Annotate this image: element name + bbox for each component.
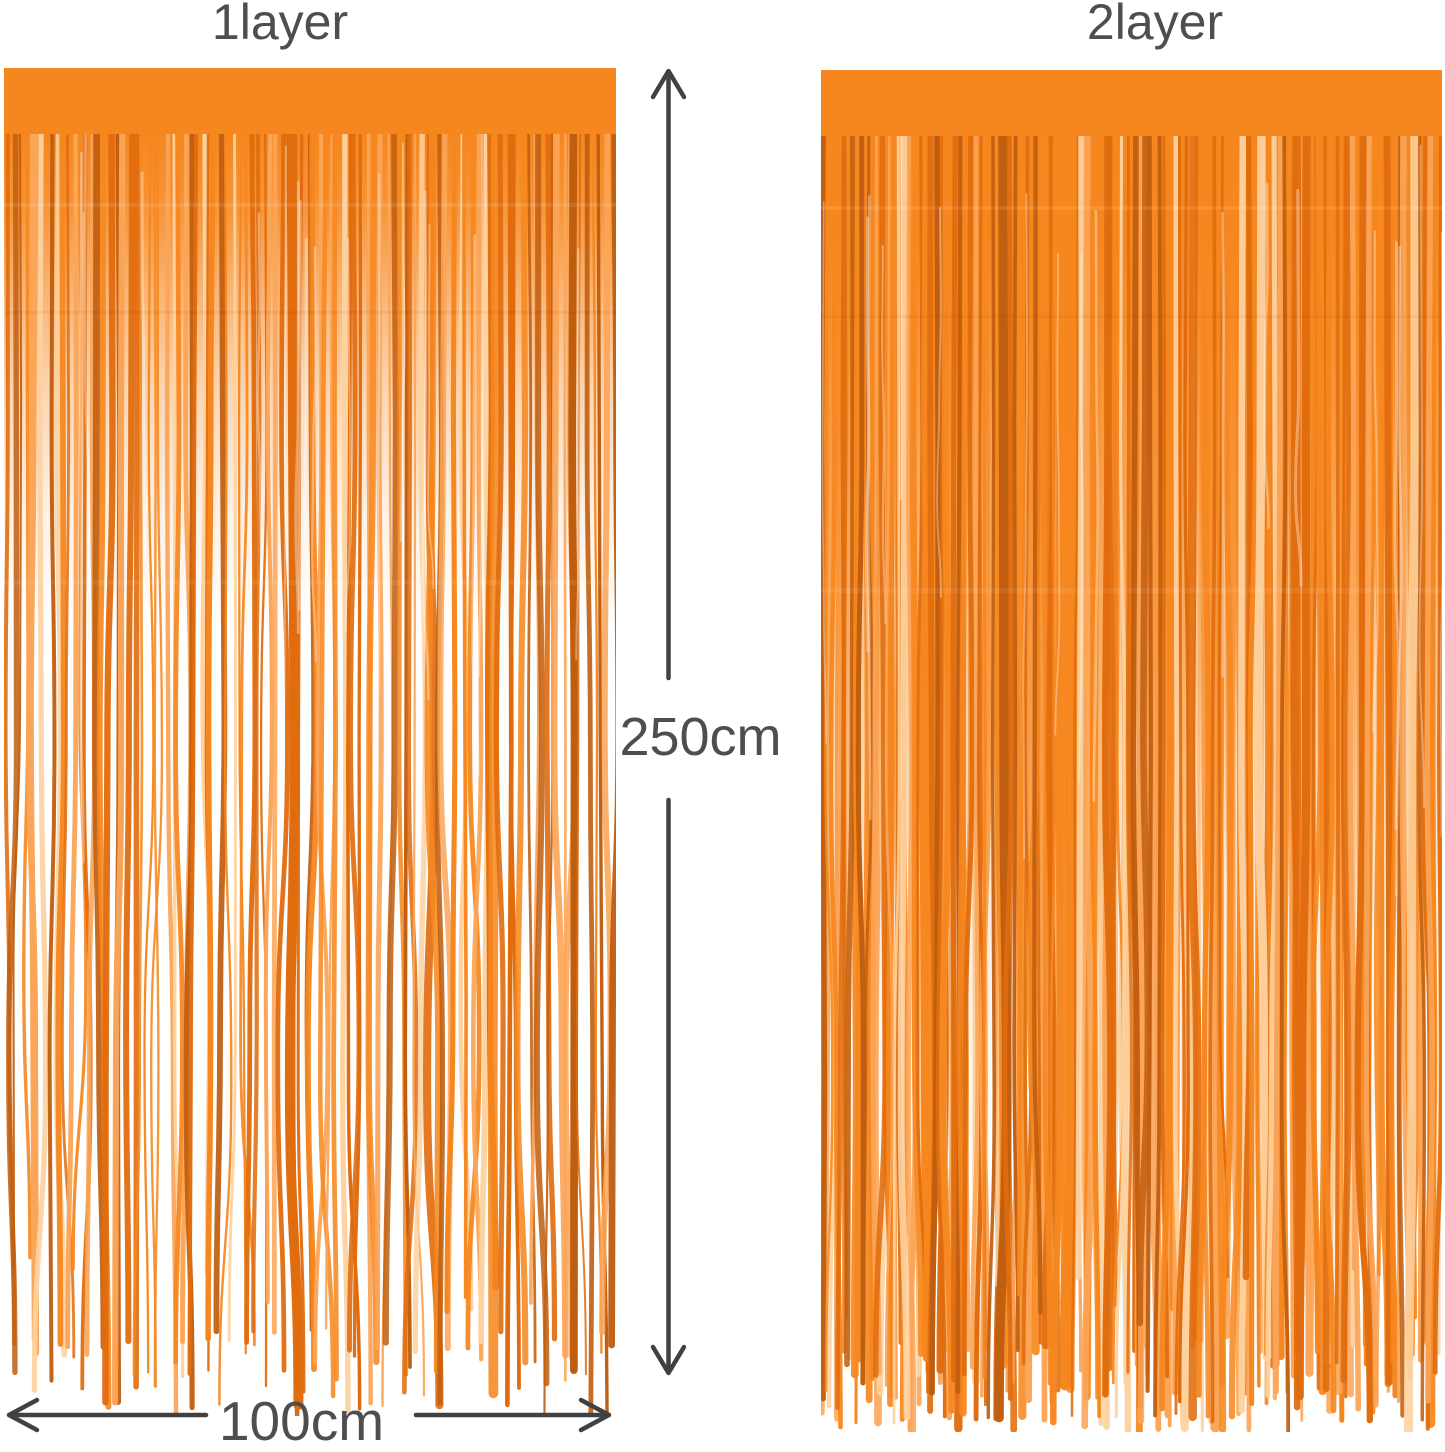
width-dimension-label: 100cm [218,1390,385,1452]
arrow-down-icon [650,1344,687,1376]
curtain-title-2layer: 2layer [1086,0,1224,50]
curtain-2layer-photo [821,70,1442,1432]
height-dimension-label: 250cm [619,707,782,767]
arrow-up-icon [650,68,687,100]
curtain-title-1layer: 1layer [211,0,349,50]
curtain-1layer-photo [4,68,616,1416]
